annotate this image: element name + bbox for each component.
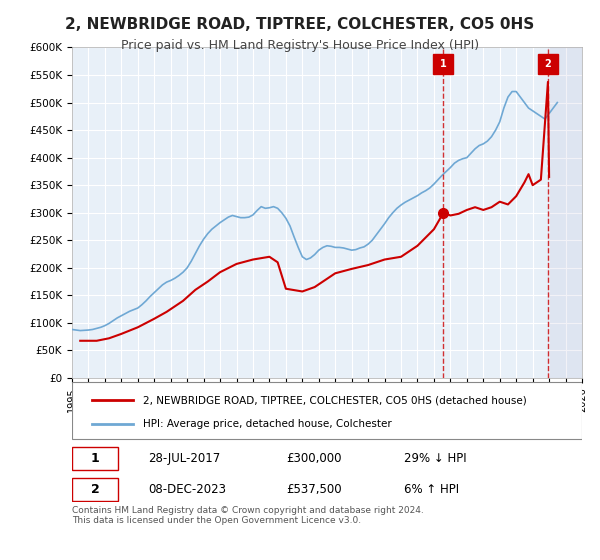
Text: 08-DEC-2023: 08-DEC-2023: [149, 483, 227, 496]
Text: HPI: Average price, detached house, Colchester: HPI: Average price, detached house, Colc…: [143, 419, 392, 429]
Text: £300,000: £300,000: [286, 452, 342, 465]
Text: Price paid vs. HM Land Registry's House Price Index (HPI): Price paid vs. HM Land Registry's House …: [121, 39, 479, 52]
Text: 2, NEWBRIDGE ROAD, TIPTREE, COLCHESTER, CO5 0HS (detached house): 2, NEWBRIDGE ROAD, TIPTREE, COLCHESTER, …: [143, 395, 527, 405]
Text: £537,500: £537,500: [286, 483, 342, 496]
Text: 6% ↑ HPI: 6% ↑ HPI: [404, 483, 458, 496]
Text: 1: 1: [440, 59, 447, 69]
Text: 29% ↓ HPI: 29% ↓ HPI: [404, 452, 466, 465]
Text: 1: 1: [91, 452, 100, 465]
Bar: [548, 48, 582, 378]
FancyBboxPatch shape: [72, 447, 118, 470]
Text: 2: 2: [91, 483, 100, 496]
Text: 2: 2: [545, 59, 551, 69]
Text: 28-JUL-2017: 28-JUL-2017: [149, 452, 221, 465]
Text: 2, NEWBRIDGE ROAD, TIPTREE, COLCHESTER, CO5 0HS: 2, NEWBRIDGE ROAD, TIPTREE, COLCHESTER, …: [65, 17, 535, 32]
FancyBboxPatch shape: [72, 478, 118, 501]
FancyBboxPatch shape: [72, 382, 582, 438]
Text: Contains HM Land Registry data © Crown copyright and database right 2024.
This d: Contains HM Land Registry data © Crown c…: [72, 506, 424, 525]
